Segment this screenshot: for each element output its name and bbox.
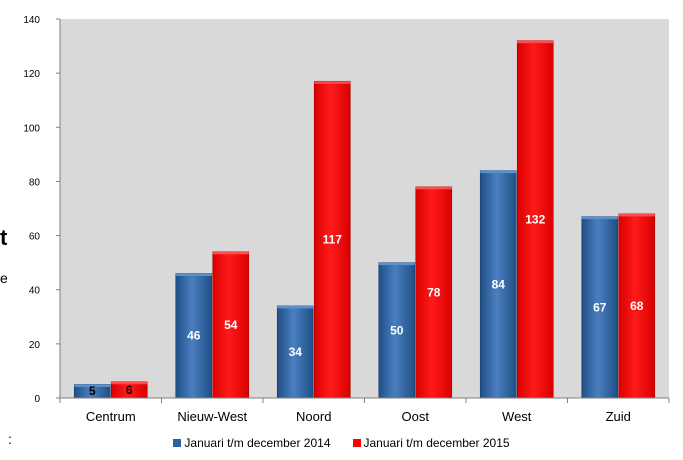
data-label: 46	[187, 329, 201, 343]
bar-top-cap	[277, 305, 314, 309]
x-tick-label: West	[502, 409, 532, 424]
bar-2014-zuid	[581, 216, 619, 399]
data-label: 132	[525, 212, 545, 226]
bar-2015-nieuw-west	[212, 251, 250, 399]
bar-2014-oost	[378, 262, 416, 399]
x-tick-label: Centrum	[86, 409, 136, 424]
bar-top-cap	[378, 262, 415, 266]
bar-2015-zuid	[618, 213, 656, 399]
data-label: 67	[593, 300, 607, 314]
bar-2014-west	[479, 170, 517, 399]
legend-item-2014: Januari t/m december 2014	[173, 436, 331, 450]
y-axis: 0 20 40 60 80 100 120 140	[23, 15, 61, 405]
bar-top-cap	[111, 381, 148, 385]
data-label: 78	[427, 285, 441, 299]
bar-top-cap	[314, 81, 351, 84]
y-tick-label: 140	[23, 15, 40, 26]
legend: Januari t/m december 2014 Januari t/m de…	[0, 436, 683, 450]
bar-top-cap	[212, 251, 249, 255]
bar-2015-noord	[313, 80, 351, 399]
cropped-text-e: e	[0, 270, 8, 286]
data-label: 84	[492, 277, 506, 291]
y-tick-label: 40	[29, 286, 41, 297]
cropped-text-colon: :	[8, 431, 12, 447]
cropped-text-t: t	[0, 225, 8, 250]
y-tick-label: 100	[23, 123, 40, 134]
y-tick-label: 80	[29, 177, 41, 188]
bar-top-cap	[175, 273, 212, 276]
y-tick-label: 20	[29, 340, 41, 351]
legend-swatch-2015	[352, 439, 361, 447]
legend-label-2014: Januari t/m december 2014	[184, 436, 331, 450]
bar-2015-west	[516, 40, 554, 399]
legend-item-2015: Januari t/m december 2015	[352, 436, 510, 450]
bar-top-cap	[480, 170, 517, 174]
x-tick-label: Zuid	[606, 409, 631, 424]
bar-top-cap	[618, 213, 655, 217]
bar-2014-nieuw-west	[175, 273, 213, 399]
data-label: 54	[224, 318, 238, 332]
legend-swatch-2014	[173, 439, 182, 447]
plot-area	[60, 19, 669, 398]
bar-top-cap	[581, 216, 618, 220]
legend-label-2015: Januari t/m december 2015	[363, 436, 510, 450]
x-tick-label: Oost	[402, 409, 430, 424]
bar-top-cap	[517, 40, 554, 44]
data-label: 117	[323, 233, 343, 247]
x-axis: Centrum Nieuw-West Noord Oost West Zuid	[59, 397, 670, 424]
data-label: 68	[630, 299, 644, 313]
bars: 5 46 34 50 84 67 6 54 117 78 132 68	[73, 40, 656, 399]
y-tick-label: 120	[23, 69, 40, 80]
bar-top-cap	[415, 186, 452, 190]
data-label: 5	[89, 384, 96, 398]
y-tick-label: 60	[29, 232, 41, 243]
x-tick-label: Noord	[296, 409, 331, 424]
data-label: 34	[289, 345, 303, 359]
bar-2015-oost	[415, 186, 453, 399]
y-tick-label: 0	[34, 394, 40, 405]
x-tick-label: Nieuw-West	[177, 409, 247, 424]
data-label: 50	[390, 323, 404, 337]
bar-top-cap	[74, 384, 111, 387]
data-label: 6	[126, 383, 133, 397]
